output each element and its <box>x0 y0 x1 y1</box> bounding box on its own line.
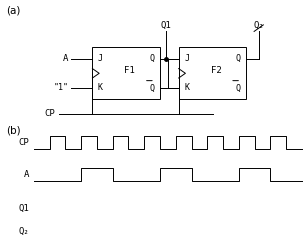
Text: A: A <box>24 170 29 179</box>
Text: (b): (b) <box>6 126 21 136</box>
Text: K: K <box>98 83 103 92</box>
Text: K: K <box>184 83 189 92</box>
Text: Q: Q <box>236 54 241 63</box>
Text: Q₂: Q₂ <box>18 226 29 235</box>
Text: CP: CP <box>18 138 29 147</box>
Text: (a): (a) <box>6 5 21 15</box>
Text: Q: Q <box>236 83 241 92</box>
Text: Q₂: Q₂ <box>253 21 264 30</box>
Text: Q1: Q1 <box>18 204 29 213</box>
Text: Q: Q <box>150 83 155 92</box>
Bar <box>179 47 246 100</box>
Text: F2: F2 <box>211 66 221 75</box>
Text: A: A <box>63 54 68 63</box>
Text: Q: Q <box>150 54 155 63</box>
Text: J: J <box>184 54 189 63</box>
Text: F1: F1 <box>124 66 135 75</box>
Text: J: J <box>98 54 103 63</box>
Text: CP: CP <box>45 109 55 118</box>
Text: Q1: Q1 <box>160 21 171 30</box>
Bar <box>92 47 160 100</box>
Text: "1": "1" <box>53 83 68 92</box>
